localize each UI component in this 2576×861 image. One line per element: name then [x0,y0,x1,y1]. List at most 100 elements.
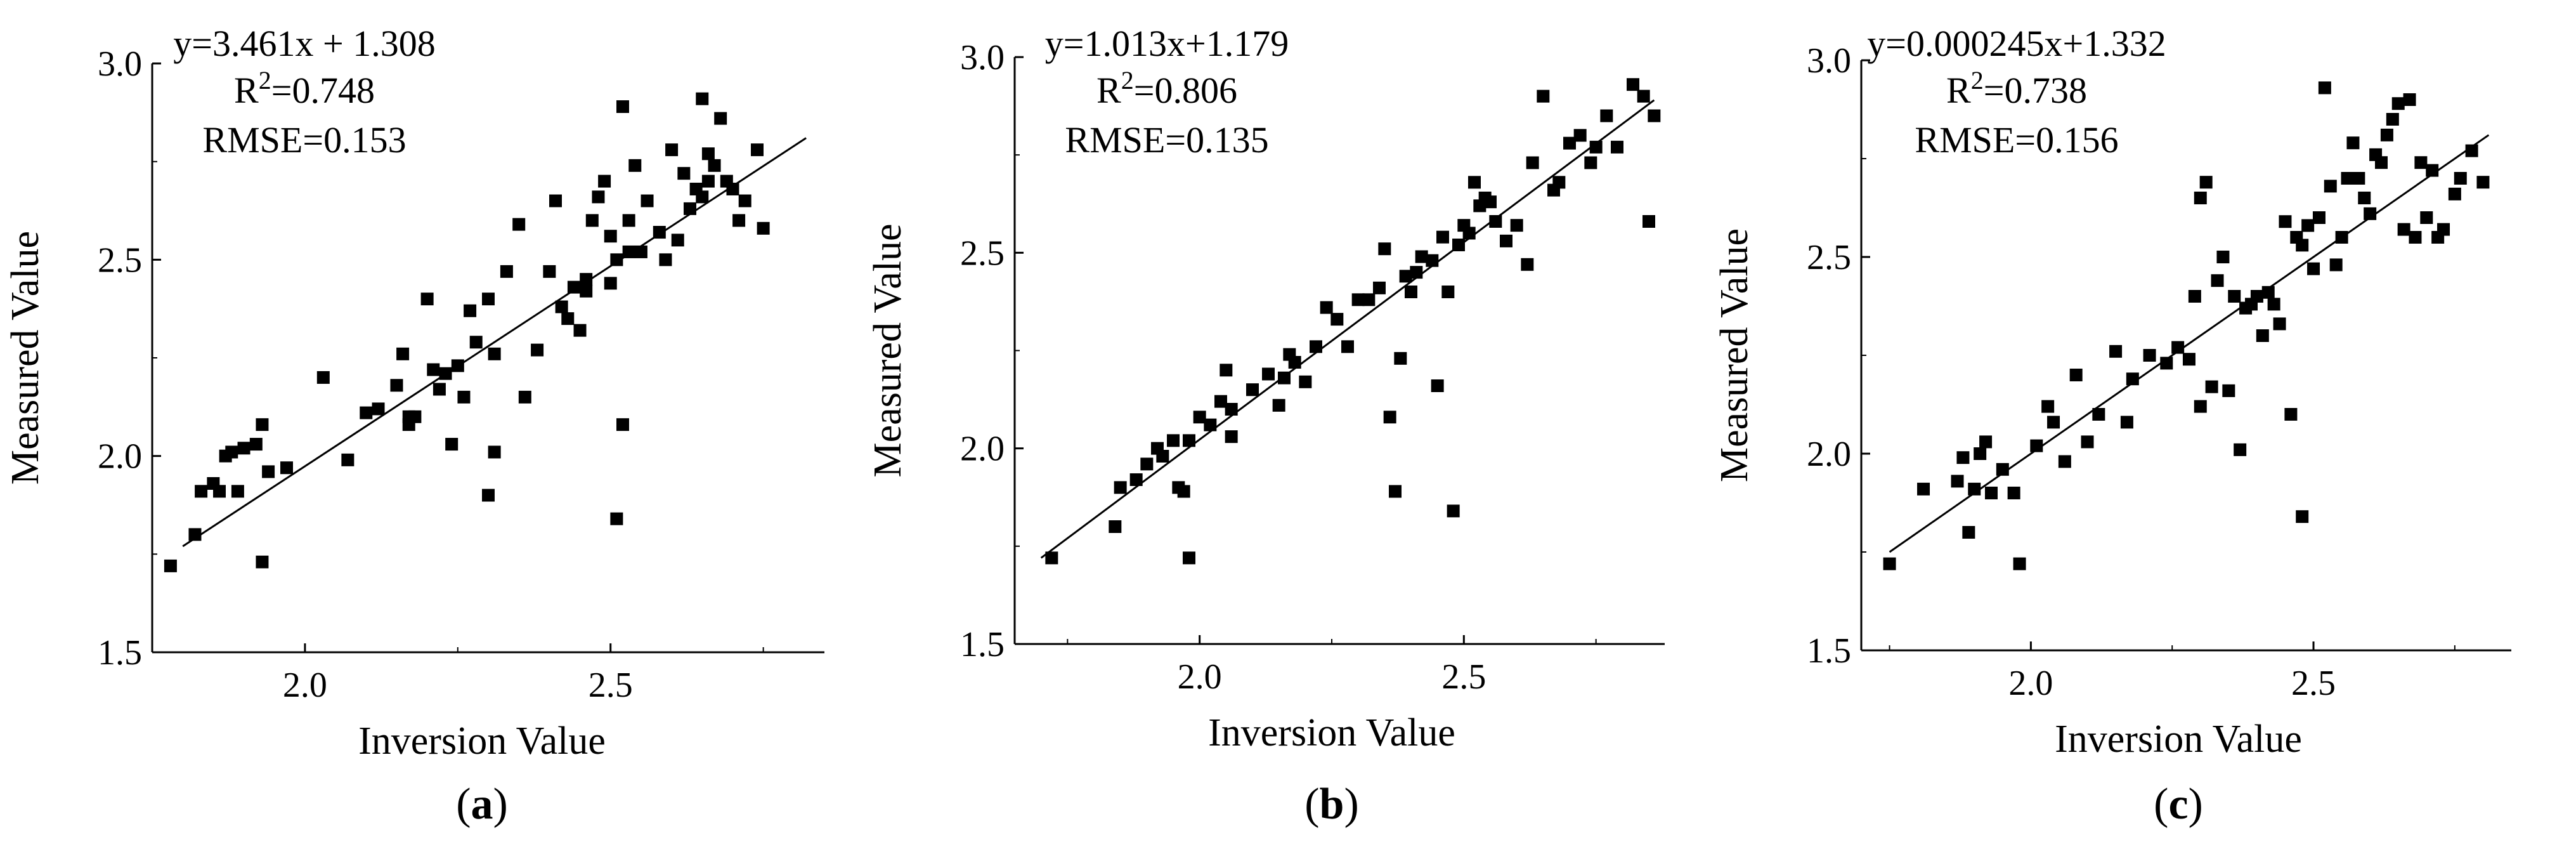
panel-a-equation: y=3.461x + 1.308 [173,23,435,64]
panel-b-y-tick-label: 2.5 [960,233,1005,273]
panel-c-data-point [2409,231,2422,244]
panel-a-data-point [684,202,696,215]
panel-c-data-point [2171,341,2185,354]
panel-b-x-axis-label: Inversion Value [1208,711,1455,754]
panel-a-data-point [622,214,635,227]
panel-a-data-point [726,182,739,195]
panel-c-data-point [2307,262,2320,275]
panel-b-data-point [1389,485,1402,498]
panel-c-data-point [2391,97,2405,110]
panel-b-data-point [1177,485,1190,498]
panel-a-data-point [188,528,202,541]
panel-c-y-tick-label: 3.0 [1807,41,1851,81]
panel-b-data-point [1246,383,1259,397]
panel-c-data-point [2279,215,2292,228]
panel-a-rmse: RMSE=0.153 [202,119,406,161]
panel-b-data-point [1140,457,1154,471]
panel-a-x-tick-label: 2.5 [589,666,633,705]
panel-a-data-point [628,159,642,172]
panel-c-data-point [2160,357,2173,370]
panel-c-y-tick-label: 1.5 [1807,631,1851,671]
panel-c-data-point [1883,557,1896,570]
panel-a-data-point [751,143,764,157]
panel-c-data-point [2437,223,2450,236]
panel-c-data-point [2199,176,2213,189]
panel-a-data-point [408,410,422,423]
panel-b-data-point [1468,176,1481,189]
panel-a-data-point [316,371,330,384]
panel-a-data-point [708,159,721,172]
panel-c-data-point [2007,487,2020,499]
panel-a-y-tick-label: 3.0 [98,44,142,84]
panel-a-data-point [757,221,770,235]
panel-b-data-point [1500,234,1512,247]
panel-b-fit-line [1040,99,1655,559]
panel-b-data-point [1431,379,1444,392]
panel-b-data-point [1589,140,1603,154]
panel-a-data-point [555,300,568,313]
panel-b-data-point [1204,418,1217,431]
panel-c-data-point [2465,144,2478,157]
panel-c-x-axis-label: Inversion Value [2055,718,2302,761]
panel-c-data-point [2375,156,2388,169]
panel-c-data-point [2386,113,2399,126]
panel-a-data-point [500,265,513,278]
panel-b-data-point [1436,230,1449,244]
panel-a-data-point [451,359,464,372]
panel-b-data-point [1383,411,1396,424]
panel-b-data-point [1537,89,1550,103]
panel-a-y-axis-label: Measured Value [4,231,47,485]
panel-a-x-tick-label: 2.0 [283,666,327,705]
panel-c-data-point [2041,400,2055,413]
panel-b-data-point [1373,281,1386,294]
panel-a-data-point [543,265,556,278]
panel-a-data-point [696,190,709,204]
panel-b-x-tick-label: 2.5 [1441,657,1486,697]
panel-b-data-point [1183,434,1195,447]
panel-a-data-point [427,363,440,376]
panel-a-data-point [549,194,562,207]
panel-b-data-point [1362,293,1376,306]
panel-a-data-point [567,280,580,294]
panel-c-data-point [2182,353,2195,366]
panel-a-data-point [677,167,691,180]
panel-b-data-point [1225,403,1238,416]
panel-a-data-point [580,284,593,298]
panel-a-data-point [580,273,593,286]
panel-c-fit-line [1889,134,2490,553]
panel-c-data-point [2296,510,2309,523]
panel-c-data-point [2267,298,2280,311]
panel-c-data-point [2058,455,2071,468]
panel-c-data-point [2092,408,2105,421]
panel-c-data-point [2352,172,2365,185]
panel-b-data-point [1394,352,1407,365]
panel-b-rmse: RMSE=0.135 [1065,119,1268,161]
panel-a-data-point [732,214,746,227]
panel-b-r-squared: R2=0.806 [1096,66,1237,112]
panel-a-data-point [396,347,410,360]
panel-a-data-point [598,174,611,188]
panel-b-data-point [1452,239,1465,251]
panel-b-data-point [1167,434,1180,447]
panel-a-data-point [195,485,208,498]
panel-b-data-point [1109,520,1122,533]
panel-b-data-point [1288,356,1301,369]
panel-b-data-point [1611,140,1623,154]
panel-a-data-point [213,485,226,498]
panel-c-data-point [2205,380,2218,393]
panel-b-equation: y=1.013x+1.179 [1045,23,1289,64]
panel-b-data-point [1489,215,1502,228]
panel-c-x-tick-label: 2.0 [2008,664,2053,703]
panel-a-data-point [464,304,477,317]
panel-c-equation: y=0.000245x+1.332 [1867,23,2166,64]
panel-b-data-point [1183,551,1195,565]
panel-b-data-point [1278,371,1291,384]
panel-a-data-point [573,324,587,337]
panel-c-y-tick-label: 2.5 [1807,238,1851,277]
panel-a-data-point [531,343,544,357]
panel-a-data-point [616,100,629,114]
panel-b-y-axis-label: Measured Value [866,223,909,477]
panel-a-data-point [622,245,635,258]
panel-a-label: (a) [456,780,508,829]
